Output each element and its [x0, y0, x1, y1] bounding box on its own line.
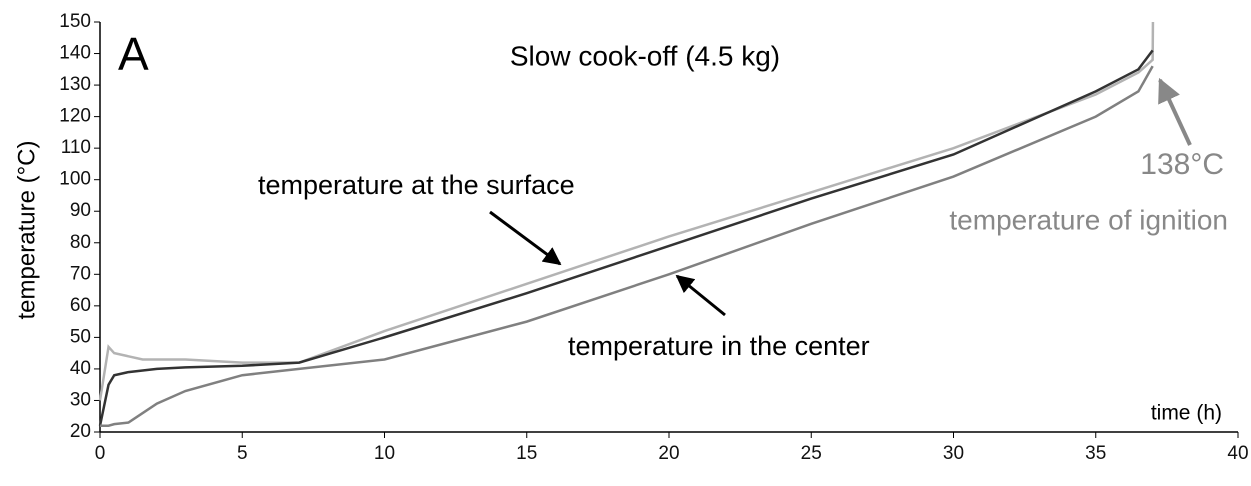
y-axis-label: temperature (°C): [13, 141, 40, 320]
y-tick-label: 140: [59, 43, 91, 64]
series-line: [100, 65, 1154, 427]
series-line: [98, 49, 1154, 426]
y-tick-label: 40: [70, 358, 91, 379]
y-tick-label: 60: [70, 295, 91, 316]
annotation: 138°C: [1140, 148, 1224, 181]
x-tick-label: 5: [237, 443, 248, 464]
y-tick-label: 110: [61, 137, 91, 158]
x-tick-label: 40: [1227, 443, 1248, 464]
x-tick-label: 15: [516, 443, 537, 464]
series-line: [98, 21, 1155, 401]
chart-title: Slow cook-off (4.5 kg): [510, 40, 780, 71]
y-tick-label: 100: [59, 169, 91, 190]
arrow: [1158, 77, 1192, 146]
arrow: [675, 274, 726, 317]
y-tick-label: 70: [70, 263, 91, 284]
y-tick-label: 90: [70, 200, 91, 221]
y-tick-label: 150: [59, 11, 91, 32]
panel-label: A: [118, 28, 149, 80]
x-tick-label: 0: [95, 443, 106, 464]
y-tick-label: 80: [70, 232, 91, 253]
y-tick-label: 120: [59, 106, 91, 127]
annotation: temperature in the center: [568, 331, 870, 361]
annotation: temperature at the surface: [258, 170, 575, 200]
x-tick-label: 35: [1085, 443, 1106, 464]
x-tick-label: 10: [374, 443, 395, 464]
annotation: temperature of ignition: [949, 204, 1228, 235]
y-tick-label: 20: [70, 421, 91, 442]
y-tick-label: 30: [70, 389, 91, 410]
x-axis-label: time (h): [1151, 402, 1222, 425]
arrow: [489, 210, 562, 266]
x-tick-label: 20: [658, 443, 679, 464]
y-tick-label: 130: [59, 74, 91, 95]
x-tick-label: 30: [943, 443, 964, 464]
x-tick-label: 25: [801, 443, 822, 464]
y-tick-label: 50: [70, 326, 91, 347]
